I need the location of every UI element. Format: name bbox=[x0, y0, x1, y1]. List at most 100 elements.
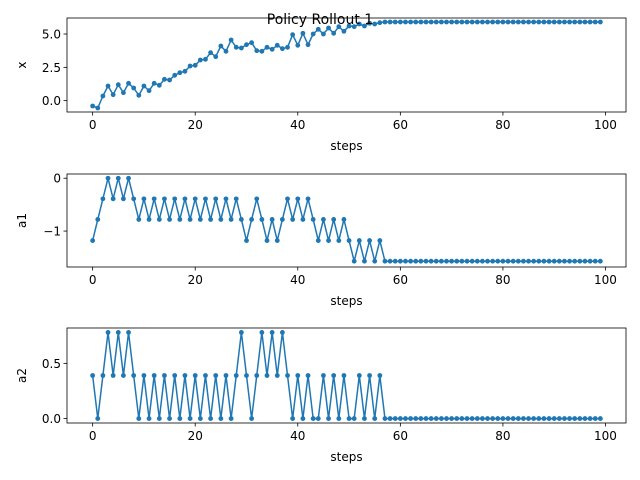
x-tick-label: 60 bbox=[393, 429, 408, 443]
data-point bbox=[505, 258, 511, 264]
data-point bbox=[408, 416, 414, 421]
data-point bbox=[269, 46, 275, 52]
data-point bbox=[546, 19, 552, 25]
data-point bbox=[397, 416, 403, 421]
data-point bbox=[551, 19, 557, 25]
data-point bbox=[587, 416, 593, 421]
subplot-2: 0 20 40 60 80 100 −1 0 steps a1 bbox=[15, 172, 627, 308]
data-point bbox=[382, 19, 388, 25]
data-point bbox=[233, 373, 239, 378]
data-point bbox=[454, 19, 460, 25]
data-point bbox=[295, 373, 301, 378]
data-point bbox=[126, 80, 131, 86]
data-point bbox=[218, 217, 224, 222]
data-point bbox=[459, 19, 465, 25]
data-point bbox=[290, 416, 296, 421]
data-point bbox=[203, 196, 208, 202]
data-point bbox=[131, 196, 137, 202]
data-point bbox=[438, 258, 444, 264]
data-point bbox=[90, 373, 96, 378]
data-point bbox=[531, 258, 537, 264]
data-point bbox=[162, 76, 167, 82]
data-point bbox=[541, 19, 547, 25]
x-tick-label: 80 bbox=[495, 429, 510, 443]
data-point bbox=[223, 48, 229, 54]
data-point bbox=[444, 19, 449, 25]
data-point bbox=[208, 416, 214, 421]
data-point bbox=[290, 32, 296, 38]
data-point bbox=[582, 258, 588, 264]
data-point bbox=[172, 196, 178, 202]
x-tick-label: 0 bbox=[89, 429, 97, 443]
data-point bbox=[300, 30, 306, 36]
data-point bbox=[531, 416, 537, 421]
subplots: 0 20 40 60 80 100 0.0 2.5 5.0 steps x 0 20 40 60 80 100 −… bbox=[15, 17, 627, 464]
data-point bbox=[469, 258, 475, 264]
x-tick-label: 20 bbox=[188, 429, 203, 443]
data-point bbox=[531, 19, 537, 25]
data-point bbox=[162, 196, 167, 202]
data-point bbox=[377, 20, 383, 26]
data-point bbox=[521, 258, 526, 264]
data-point bbox=[397, 19, 403, 25]
x-axis-label: steps bbox=[330, 139, 362, 153]
data-point bbox=[546, 416, 552, 421]
x-tick-label: 60 bbox=[393, 273, 408, 287]
data-point bbox=[567, 416, 572, 421]
data-point bbox=[403, 258, 408, 264]
data-point bbox=[238, 330, 244, 335]
data-point bbox=[197, 217, 203, 222]
y-tick-label: −1 bbox=[43, 225, 61, 239]
data-point bbox=[177, 70, 183, 76]
data-point bbox=[336, 238, 342, 243]
y-tick-label: 0.0 bbox=[42, 94, 61, 108]
series-line bbox=[92, 21, 601, 109]
data-point bbox=[310, 217, 316, 222]
data-point bbox=[362, 416, 367, 421]
y-axis-label: x bbox=[15, 61, 29, 68]
data-point bbox=[136, 416, 142, 421]
data-point bbox=[392, 258, 398, 264]
data-point bbox=[223, 373, 229, 378]
data-point bbox=[233, 196, 239, 202]
data-point bbox=[264, 373, 270, 378]
data-point bbox=[485, 416, 490, 421]
data-point bbox=[331, 373, 337, 378]
x-tick-label: 40 bbox=[290, 429, 305, 443]
data-point bbox=[300, 416, 306, 421]
data-point bbox=[187, 63, 193, 69]
data-point bbox=[279, 46, 285, 52]
data-point bbox=[115, 175, 121, 181]
data-point bbox=[305, 196, 311, 202]
data-point bbox=[403, 416, 408, 421]
data-point bbox=[474, 416, 480, 421]
data-point bbox=[182, 68, 188, 74]
data-point bbox=[551, 416, 557, 421]
data-point bbox=[162, 373, 167, 378]
data-point bbox=[577, 416, 583, 421]
data-point bbox=[126, 330, 131, 335]
data-point bbox=[587, 19, 593, 25]
data-point bbox=[285, 196, 290, 202]
data-point bbox=[274, 373, 280, 378]
figure-title: Policy Rollout 1 bbox=[267, 12, 373, 28]
data-point bbox=[505, 19, 511, 25]
data-point bbox=[577, 258, 583, 264]
data-point bbox=[156, 82, 162, 88]
data-point bbox=[244, 238, 249, 243]
x-tick-label: 0 bbox=[89, 273, 97, 287]
data-point bbox=[295, 42, 301, 48]
data-point bbox=[244, 373, 249, 378]
data-point bbox=[449, 19, 455, 25]
data-point bbox=[95, 105, 101, 111]
data-point bbox=[172, 72, 178, 78]
x-tick-label: 20 bbox=[188, 118, 203, 132]
data-point bbox=[310, 416, 316, 421]
data-point bbox=[208, 50, 214, 56]
data-point bbox=[423, 19, 429, 25]
data-point bbox=[408, 258, 414, 264]
data-point bbox=[213, 196, 219, 202]
data-point bbox=[249, 416, 255, 421]
data-point bbox=[341, 28, 347, 34]
data-point bbox=[136, 217, 142, 222]
